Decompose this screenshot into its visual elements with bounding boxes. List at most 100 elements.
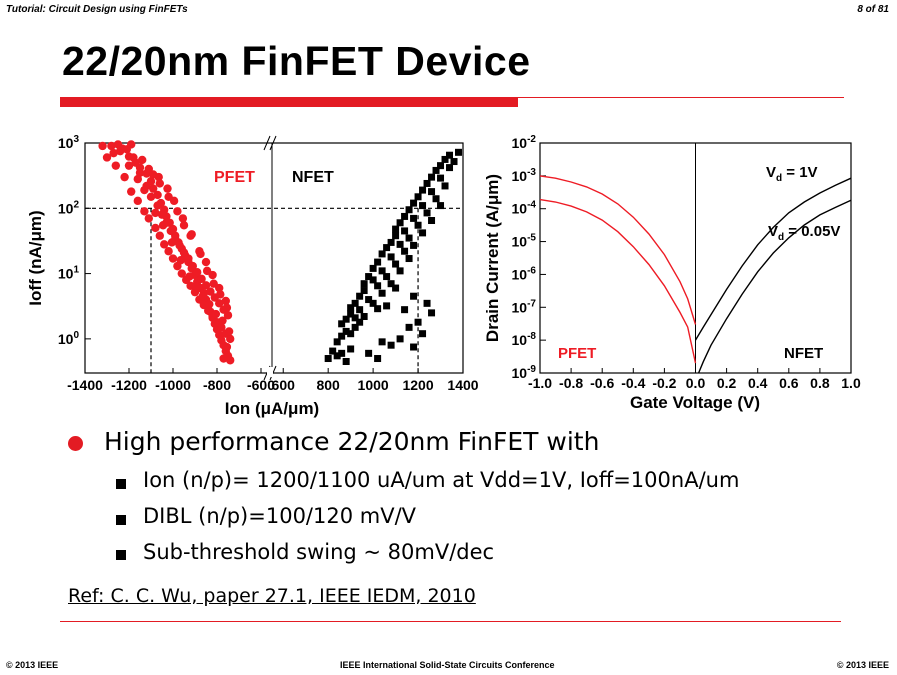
sub-bullet-dibl: DIBL (n/p)=100/120 mV/V	[143, 504, 417, 528]
pfet-point	[158, 221, 168, 230]
nfet-point	[347, 304, 355, 312]
nfet-point	[414, 221, 422, 229]
nfet-point	[414, 193, 422, 201]
nfet-point	[419, 202, 427, 210]
nfet-point	[356, 292, 364, 300]
nfet-point	[392, 284, 400, 292]
reference-lines	[85, 207, 463, 373]
iv-curve-2	[694, 177, 852, 341]
y-tick-label: 10-4	[512, 200, 537, 217]
nfet-point	[387, 280, 395, 288]
y-axis-ticks: 10-9 10-8 10-7 10-6 10-5 10-4 10-3 10-2	[512, 134, 546, 381]
x-axis-label: Gate Voltage (V)	[630, 393, 760, 412]
pfet-point	[224, 327, 234, 336]
x-tick-label: -0.2	[652, 375, 676, 391]
pfet-point	[206, 287, 215, 296]
nfet-point	[369, 299, 377, 307]
x-tick-label: 1000	[358, 377, 389, 393]
reference-link[interactable]: Ref: C. C. Wu, paper 27.1, IEEE IEDM, 20…	[68, 585, 476, 607]
nfet-point	[360, 313, 368, 321]
iv-curves	[539, 175, 852, 374]
nfet-point	[374, 355, 382, 363]
pfet-point	[155, 179, 164, 188]
pfet-point	[201, 281, 211, 290]
pfet-point	[193, 267, 202, 277]
x-tick-label: 0.4	[748, 375, 768, 391]
pfet-point	[98, 141, 107, 151]
pfet-point	[196, 249, 205, 259]
nfet-point	[351, 299, 359, 307]
pfet-point	[185, 272, 194, 281]
nfet-point	[419, 330, 427, 338]
footer-divider	[60, 621, 841, 622]
title-underline-line	[518, 97, 844, 98]
nfet-point	[347, 310, 355, 318]
pfet-point	[197, 274, 206, 284]
nfet-point	[365, 273, 373, 281]
nfet-point	[419, 229, 427, 237]
sub-bullet-swing: Sub-threshold swing ~ 80mV/dec	[143, 540, 495, 564]
y-axis-ticks: 100 101 102 103	[58, 134, 91, 347]
pfet-point	[127, 187, 136, 196]
pfet-point	[135, 168, 145, 177]
x-tick-label: -0.6	[590, 375, 614, 391]
iv-curve-3	[697, 199, 852, 374]
nfet-point	[360, 280, 368, 288]
nfet-point	[374, 258, 382, 266]
pfet-point	[226, 334, 235, 344]
footer-copyright-left: © 2013 IEEE	[6, 660, 59, 670]
nfet-point	[437, 202, 445, 210]
nfet-point	[437, 162, 445, 170]
sub-bullet-square	[116, 515, 126, 525]
pfet-point	[163, 184, 172, 193]
pfet-point	[201, 257, 211, 267]
nfet-point	[405, 323, 413, 331]
y-tick-label: 103	[58, 134, 80, 151]
pfet-point	[211, 309, 221, 319]
pfet-point	[129, 153, 138, 162]
pfet-point	[217, 323, 226, 332]
nfet-point	[365, 296, 373, 304]
nfet-point	[441, 155, 449, 163]
nfet-point	[387, 253, 395, 261]
nfet-point	[410, 214, 418, 222]
nfet-point	[347, 330, 355, 338]
nfet-point	[338, 349, 346, 357]
pfet-point	[175, 241, 184, 250]
pfet-point	[166, 226, 175, 236]
sub-bullet-square	[116, 550, 126, 560]
pfet-point	[154, 172, 163, 182]
pfet-point	[160, 240, 169, 249]
iv-curve-1	[539, 198, 697, 364]
iv-curve-0	[539, 175, 697, 325]
pfet-point	[118, 144, 127, 153]
pfet-point	[218, 316, 227, 325]
pfet-point	[151, 223, 160, 233]
nfet-point	[383, 302, 391, 310]
nfet-point	[374, 305, 382, 313]
nfet-point	[396, 335, 404, 343]
nfet-point	[347, 345, 355, 353]
nfet-point	[387, 238, 395, 246]
pfet-point	[146, 192, 156, 201]
x-tick-label: 1200	[402, 377, 433, 393]
nfet-point	[401, 306, 409, 314]
pfet-point	[204, 306, 213, 315]
x-tick-label: -1.0	[528, 375, 552, 391]
nfet-point	[428, 217, 436, 225]
nfet-point	[329, 347, 337, 355]
pfet-point	[151, 208, 160, 218]
pfet-point	[155, 231, 164, 240]
nfet-point	[360, 287, 368, 295]
pfet-point	[198, 292, 207, 301]
pfet-point	[169, 196, 179, 206]
nfet-point	[351, 314, 359, 322]
id-vg-chart: 10-9 10-8 10-7 10-6 10-5 10-4 10-3 10-2 -1.0 -0.…	[483, 134, 861, 412]
x-axis-ticks: -1.0 -0.8 -0.6 -0.4 -0.2 0.0 0.2 0.4 0.6 0.8 1.0	[528, 368, 861, 391]
nfet-point	[374, 282, 382, 290]
nfet-point	[378, 250, 386, 258]
nfet-point	[396, 267, 404, 275]
